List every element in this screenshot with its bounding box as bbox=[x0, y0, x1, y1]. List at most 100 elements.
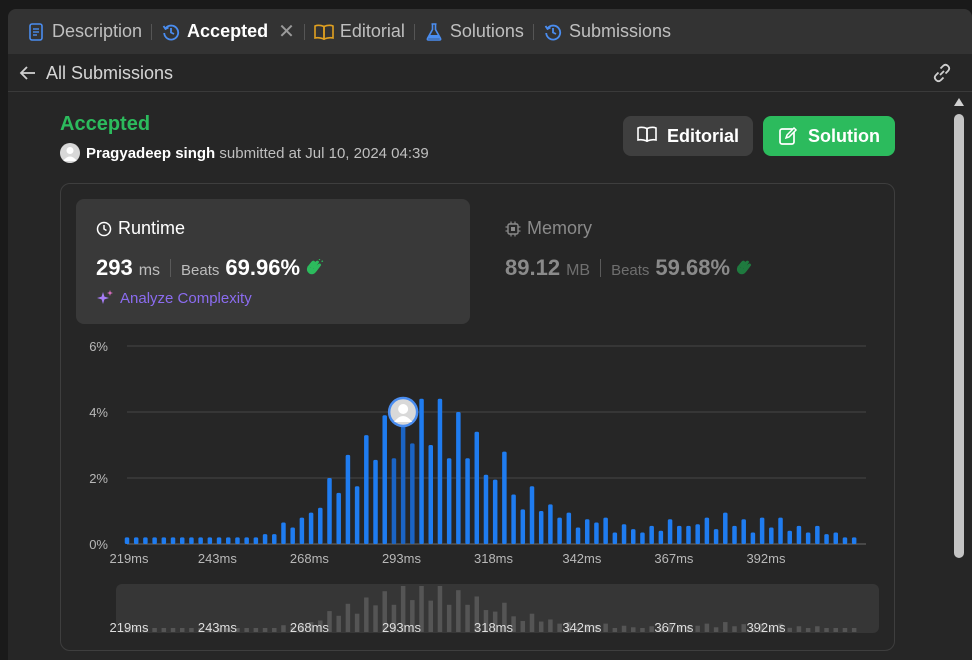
link-icon[interactable] bbox=[930, 63, 954, 83]
chart-overview-ticks: 219ms 243ms 268ms 293ms 318ms 342ms 367ms 392ms bbox=[109, 620, 785, 635]
overview-bar bbox=[272, 628, 277, 632]
chart-bar bbox=[658, 530, 664, 544]
runtime-distribution-chart[interactable]: 0%2%4%6% 219ms 243ms 268ms 293ms 318ms 342ms 3… bbox=[61, 184, 896, 652]
chart-bar bbox=[557, 517, 562, 544]
chart-overview-bars bbox=[124, 586, 857, 632]
chart-bar bbox=[686, 525, 691, 544]
runtime-title: Runtime bbox=[96, 218, 185, 239]
divider bbox=[170, 259, 172, 277]
chart-bar bbox=[824, 534, 829, 544]
chart-bar bbox=[253, 537, 259, 544]
runtime-title-label: Runtime bbox=[118, 218, 186, 238]
overview-bar bbox=[778, 623, 783, 632]
memory-panel[interactable]: Memory 89.12 MB Beats 59.68% bbox=[491, 199, 881, 324]
submission-status: Accepted bbox=[60, 113, 151, 135]
tab-divider bbox=[151, 23, 153, 40]
book-icon bbox=[314, 22, 334, 42]
runtime-beats-value: 69.96% bbox=[225, 255, 301, 280]
overview-bar bbox=[198, 628, 203, 632]
back-arrow-icon[interactable] bbox=[18, 63, 38, 83]
overview-bar bbox=[492, 611, 498, 632]
submission-panel: All Submissions Accepted Pragyadeep sing… bbox=[8, 54, 972, 660]
tab-solutions[interactable]: Solutions bbox=[416, 17, 532, 47]
overview-bar bbox=[566, 622, 572, 632]
y-tick-label: 6% bbox=[89, 339, 108, 354]
chart-marker-head bbox=[398, 404, 409, 414]
tab-editorial-label: Editorial bbox=[339, 21, 405, 41]
overview-bar bbox=[815, 626, 820, 632]
tab-submissions[interactable]: Submissions bbox=[535, 17, 679, 47]
submitted-at: submitted at Jul 10, 2024 04:39 bbox=[219, 145, 429, 162]
chart-bar bbox=[548, 504, 553, 544]
chart-bar bbox=[373, 459, 378, 544]
overview-bar bbox=[640, 628, 645, 632]
tab-divider bbox=[303, 23, 305, 40]
chart-bar bbox=[723, 512, 728, 544]
x-tick-label: 367ms bbox=[654, 551, 694, 566]
overview-bar bbox=[290, 626, 295, 632]
analyze-complexity-link[interactable]: Analyze Complexity bbox=[96, 289, 252, 307]
chart-bar bbox=[612, 532, 618, 544]
avatar[interactable] bbox=[60, 143, 80, 163]
chart-bar bbox=[419, 398, 424, 544]
runtime-panel[interactable]: Runtime 293 ms Beats 69.96% Analyze Comp… bbox=[76, 199, 470, 324]
overview-tick-label: 293ms bbox=[382, 620, 422, 635]
runtime-unit: ms bbox=[138, 262, 161, 279]
memory-title: Memory bbox=[505, 218, 592, 239]
overview-bar bbox=[612, 628, 618, 632]
overview-bar bbox=[364, 597, 369, 632]
chart-bar bbox=[805, 532, 811, 544]
overview-bar bbox=[253, 628, 259, 632]
scroll-up-icon[interactable] bbox=[954, 98, 964, 106]
chart-bar bbox=[759, 517, 765, 544]
overview-tick-label: 367ms bbox=[654, 620, 694, 635]
overview-bar bbox=[851, 628, 857, 632]
chart-bar bbox=[179, 537, 185, 544]
overview-bar bbox=[833, 628, 838, 632]
overview-bar bbox=[244, 628, 249, 632]
overview-bar bbox=[179, 628, 185, 632]
x-tick-label: 243ms bbox=[198, 551, 238, 566]
overview-bar bbox=[787, 627, 792, 632]
overview-bar bbox=[824, 628, 829, 632]
overview-bar bbox=[603, 623, 608, 632]
chart-bar bbox=[483, 474, 489, 544]
overview-bar bbox=[511, 616, 516, 632]
overview-bar bbox=[769, 626, 774, 632]
overview-bar bbox=[667, 624, 673, 632]
chart-bar bbox=[281, 522, 286, 544]
overview-bar bbox=[143, 628, 148, 632]
description-icon bbox=[26, 22, 46, 42]
submitter-name[interactable]: Pragyadeep singh bbox=[86, 145, 216, 162]
scrollbar-thumb[interactable] bbox=[954, 114, 964, 558]
chart-bars bbox=[124, 398, 857, 544]
overview-bar bbox=[419, 586, 424, 632]
overview-bar bbox=[723, 622, 728, 632]
overview-bar bbox=[529, 613, 535, 632]
all-submissions-link[interactable]: All Submissions bbox=[46, 63, 174, 83]
chart-bar bbox=[400, 398, 406, 544]
close-icon[interactable]: ✕ bbox=[278, 21, 295, 43]
tab-description-label: Description bbox=[52, 21, 143, 41]
chart-bar bbox=[308, 512, 314, 544]
chart-bar bbox=[511, 494, 516, 544]
overview-bar bbox=[400, 586, 406, 632]
memory-beats-value: 59.68% bbox=[655, 255, 731, 280]
chart-overview-slider[interactable] bbox=[116, 584, 879, 633]
runtime-value: 293 bbox=[96, 255, 133, 280]
x-tick-label: 318ms bbox=[474, 551, 514, 566]
solution-button[interactable]: Solution bbox=[763, 116, 895, 156]
tab-editorial[interactable]: Editorial bbox=[306, 17, 413, 47]
overview-bar bbox=[520, 621, 526, 632]
chart-bar bbox=[143, 537, 148, 544]
tab-description[interactable]: Description bbox=[18, 17, 150, 47]
editorial-button[interactable]: Editorial bbox=[623, 116, 753, 156]
chart-bar bbox=[474, 431, 480, 544]
overview-bar bbox=[465, 604, 470, 632]
tab-accepted[interactable]: Accepted ✕ bbox=[153, 17, 303, 47]
chart-bar bbox=[170, 537, 176, 544]
overview-tick-label: 392ms bbox=[746, 620, 786, 635]
chart-bar bbox=[594, 522, 599, 544]
editorial-button-label: Editorial bbox=[666, 125, 739, 146]
chart-bar bbox=[704, 517, 710, 544]
